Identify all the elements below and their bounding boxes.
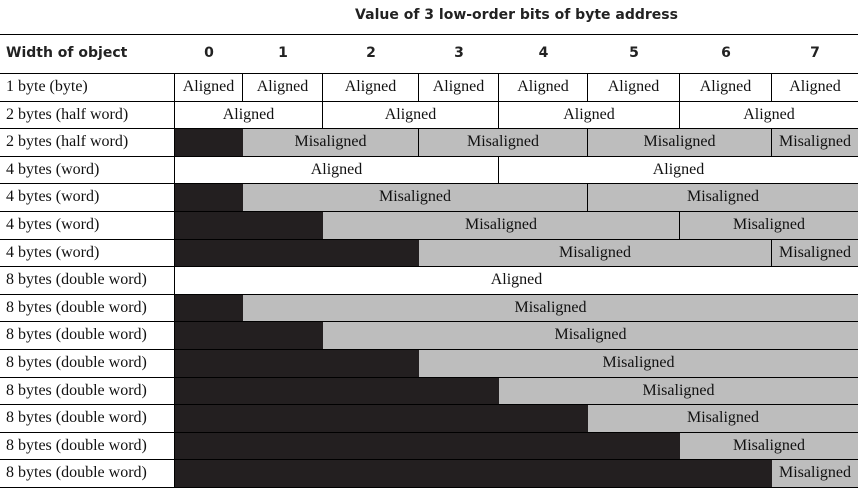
misaligned-cell: Misaligned: [499, 377, 858, 405]
aligned-cell: Aligned: [588, 74, 680, 101]
table-caption: Value of 3 low-order bits of byte addres…: [355, 7, 678, 23]
row-label: 8 bytes (double word): [6, 298, 147, 316]
row-rule: [0, 155, 858, 157]
row-rule: [0, 321, 858, 323]
aligned-cell: Aligned: [175, 267, 858, 294]
row-rule: [0, 349, 858, 350]
row-label: 8 bytes (double word): [6, 409, 147, 427]
row-rule: [0, 211, 858, 212]
offset-header-4: 4: [538, 45, 549, 61]
misaligned-cell: Misaligned: [323, 212, 680, 239]
misaligned-cell: Misaligned: [323, 322, 858, 349]
row-rule: [0, 431, 858, 433]
row-rule: [0, 183, 858, 185]
offset-header-5: 5: [629, 45, 639, 61]
blocked-cell: [175, 129, 243, 156]
row-label: 8 bytes (double word): [6, 271, 147, 289]
misaligned-cell: Misaligned: [772, 460, 858, 487]
aligned-cell: Aligned: [419, 74, 499, 101]
blocked-cell: [175, 184, 243, 211]
aligned-cell: Aligned: [175, 156, 499, 184]
offset-header-0: 0: [204, 45, 214, 61]
aligned-cell: Aligned: [175, 101, 323, 129]
misaligned-cell: Misaligned: [243, 294, 858, 322]
misaligned-cell: Misaligned: [588, 129, 772, 156]
misaligned-cell: Misaligned: [419, 350, 858, 377]
misaligned-cell: Misaligned: [419, 239, 772, 267]
misaligned-cell: Misaligned: [772, 129, 858, 156]
misaligned-cell: Misaligned: [419, 129, 588, 156]
offset-area-left-border: [174, 74, 175, 488]
row-rule: [0, 459, 858, 461]
misaligned-cell: Misaligned: [588, 405, 858, 432]
aligned-cell: Aligned: [772, 74, 858, 101]
row-rule: [0, 293, 858, 295]
misaligned-cell: Misaligned: [680, 432, 858, 460]
blocked-cell: [175, 212, 323, 239]
row-label: 4 bytes (word): [6, 243, 100, 261]
blocked-cell: [175, 322, 323, 349]
offset-header-1: 1: [278, 45, 288, 61]
aligned-cell: Aligned: [323, 101, 499, 129]
aligned-cell: Aligned: [323, 74, 419, 101]
aligned-cell: Aligned: [499, 156, 858, 184]
row-rule: [0, 100, 858, 102]
row-rule: [0, 376, 858, 378]
blocked-cell: [175, 377, 499, 405]
header-top-rule: [0, 34, 858, 35]
blocked-cell: [175, 239, 419, 267]
aligned-cell: Aligned: [243, 74, 323, 101]
row-label: 1 byte (byte): [6, 78, 88, 95]
header-bottom-rule: [0, 73, 858, 74]
blocked-cell: [175, 460, 772, 487]
aligned-cell: Aligned: [680, 101, 858, 129]
blocked-cell: [175, 294, 243, 322]
row-label: 8 bytes (double word): [6, 354, 147, 371]
aligned-cell: Aligned: [175, 74, 243, 101]
row-label: 8 bytes (double word): [6, 436, 147, 454]
row-rule: [0, 487, 858, 488]
offset-header-7: 7: [810, 45, 820, 61]
row-label: 2 bytes (half word): [6, 105, 129, 123]
row-label: 4 bytes (word): [6, 216, 100, 233]
blocked-cell: [175, 405, 588, 432]
misaligned-cell: Misaligned: [243, 129, 419, 156]
misaligned-cell: Misaligned: [588, 184, 858, 211]
row-rule: [0, 238, 858, 240]
row-label: 4 bytes (word): [6, 160, 100, 178]
row-label: 2 bytes (half word): [6, 133, 129, 151]
width-of-object-header: Width of object: [6, 45, 128, 61]
blocked-cell: [175, 350, 419, 377]
row-rule: [0, 404, 858, 406]
blocked-cell: [175, 432, 680, 460]
offset-header-3: 3: [454, 45, 464, 61]
row-label: 4 bytes (word): [6, 188, 100, 206]
offset-header-6: 6: [721, 45, 731, 61]
row-rule: [0, 266, 858, 268]
offset-header-2: 2: [366, 45, 376, 61]
row-label: 8 bytes (double word): [6, 381, 147, 399]
misaligned-cell: Misaligned: [772, 239, 858, 267]
row-rule: [0, 128, 858, 130]
misaligned-cell: Misaligned: [243, 184, 588, 211]
row-label: 8 bytes (double word): [6, 326, 147, 344]
row-label: 8 bytes (double word): [6, 464, 147, 482]
aligned-cell: Aligned: [499, 101, 680, 129]
aligned-cell: Aligned: [499, 74, 588, 101]
misaligned-cell: Misaligned: [680, 212, 858, 239]
aligned-cell: Aligned: [680, 74, 772, 101]
